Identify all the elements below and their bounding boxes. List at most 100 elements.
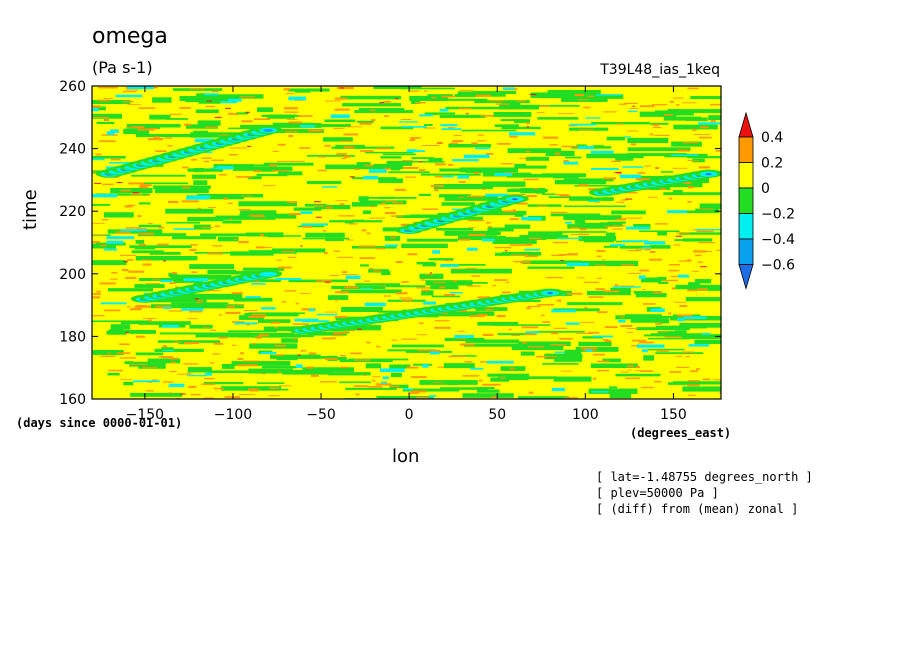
field-fleck <box>443 260 453 262</box>
field-cyan-patch <box>521 216 542 221</box>
field-cyan-patch <box>288 96 307 101</box>
field-cyan-patch <box>641 247 652 249</box>
field-fleck <box>128 182 145 185</box>
field-red-speck <box>314 201 321 203</box>
field-streak <box>458 235 506 241</box>
field-fleck <box>344 286 359 289</box>
field-fleck <box>272 150 279 152</box>
field-cyan-patch <box>554 351 566 354</box>
field-fleck <box>122 91 137 93</box>
x-tick-label: −150 <box>126 407 164 423</box>
field-fleck <box>366 341 371 344</box>
field-fleck <box>502 210 517 213</box>
field-streak <box>92 99 131 105</box>
field-streak <box>605 232 616 237</box>
field-fleck <box>286 92 295 94</box>
field-streak <box>554 179 607 185</box>
field-fleck <box>662 279 678 282</box>
field-streak <box>461 129 517 132</box>
field-fleck <box>669 371 682 373</box>
field-streak <box>348 358 409 361</box>
field-red-speck <box>349 176 355 178</box>
field-streak <box>387 160 445 163</box>
field-fleck <box>341 157 347 159</box>
field-streak <box>130 392 183 397</box>
field-fleck <box>184 341 200 345</box>
field-cyan-patch <box>181 308 204 311</box>
field-streak <box>207 269 237 274</box>
field-fleck <box>361 229 367 232</box>
field-streak <box>92 203 111 206</box>
field-fleck <box>157 226 165 229</box>
field-fleck <box>596 277 602 279</box>
field-features <box>95 125 721 335</box>
field-fleck <box>383 100 391 103</box>
field-fleck <box>511 334 520 337</box>
field-streak <box>248 368 294 374</box>
field-fleck <box>136 228 148 230</box>
field-fleck <box>469 315 485 318</box>
field-fleck <box>625 377 641 380</box>
field-fleck <box>620 371 629 373</box>
field-streak <box>483 237 547 240</box>
field-fleck <box>383 167 391 170</box>
field-cyan-patch <box>109 162 131 164</box>
field-fleck <box>119 343 130 346</box>
field-fleck <box>241 120 253 123</box>
field-fleck <box>587 95 595 97</box>
y-tick-label: 200 <box>59 267 86 283</box>
field-streak <box>356 162 371 165</box>
field-streak <box>432 311 495 316</box>
field-fleck <box>190 88 206 90</box>
field-streak <box>443 363 475 369</box>
field-fleck <box>526 194 537 197</box>
field-fleck <box>232 344 237 347</box>
field-fleck <box>92 171 96 173</box>
field-fleck <box>611 160 622 163</box>
y-tick-label: 220 <box>59 204 86 220</box>
field-cyan-patch <box>294 318 319 322</box>
field-streak <box>687 156 721 159</box>
field-fleck <box>513 260 530 263</box>
field-streak <box>514 214 524 217</box>
field-fleck <box>431 96 437 99</box>
field-streak <box>448 144 492 148</box>
field-streak <box>245 232 283 237</box>
field-fleck <box>182 186 191 189</box>
field-fleck <box>621 264 634 266</box>
field-streak <box>345 387 397 390</box>
field-fleck <box>578 184 589 187</box>
field-streak <box>487 227 514 232</box>
field-fleck <box>156 243 169 246</box>
field-streak <box>493 111 532 117</box>
field-fleck <box>710 103 721 106</box>
field-streak <box>217 164 274 167</box>
field-cyan-patch <box>189 195 211 199</box>
field-streak <box>378 178 403 184</box>
field-fleck <box>255 336 262 339</box>
field-fleck <box>340 366 348 369</box>
field-fleck <box>668 197 673 200</box>
field-fleck <box>201 383 216 385</box>
field-fleck <box>373 270 382 272</box>
field-cyan-patch <box>183 278 209 282</box>
field-streak <box>172 88 223 91</box>
field-fleck <box>134 305 152 308</box>
field-fleck <box>183 123 191 126</box>
colorbar-segment <box>738 162 754 189</box>
field-streak <box>318 356 331 359</box>
field-streak <box>522 260 582 265</box>
field-cyan-patch <box>429 395 437 398</box>
field-cyan-patch <box>481 238 495 242</box>
field-cyan-patch <box>330 114 350 119</box>
field-streak <box>422 262 437 267</box>
field-fleck <box>649 258 662 261</box>
field-fleck <box>462 375 479 377</box>
field-cyan-patch <box>585 117 601 119</box>
field-fleck <box>259 234 264 237</box>
field-red-speck <box>297 354 301 356</box>
field-streak <box>161 347 174 350</box>
field-cyan-patch <box>618 319 626 323</box>
field-fleck <box>92 116 109 118</box>
field-fleck <box>403 166 419 169</box>
